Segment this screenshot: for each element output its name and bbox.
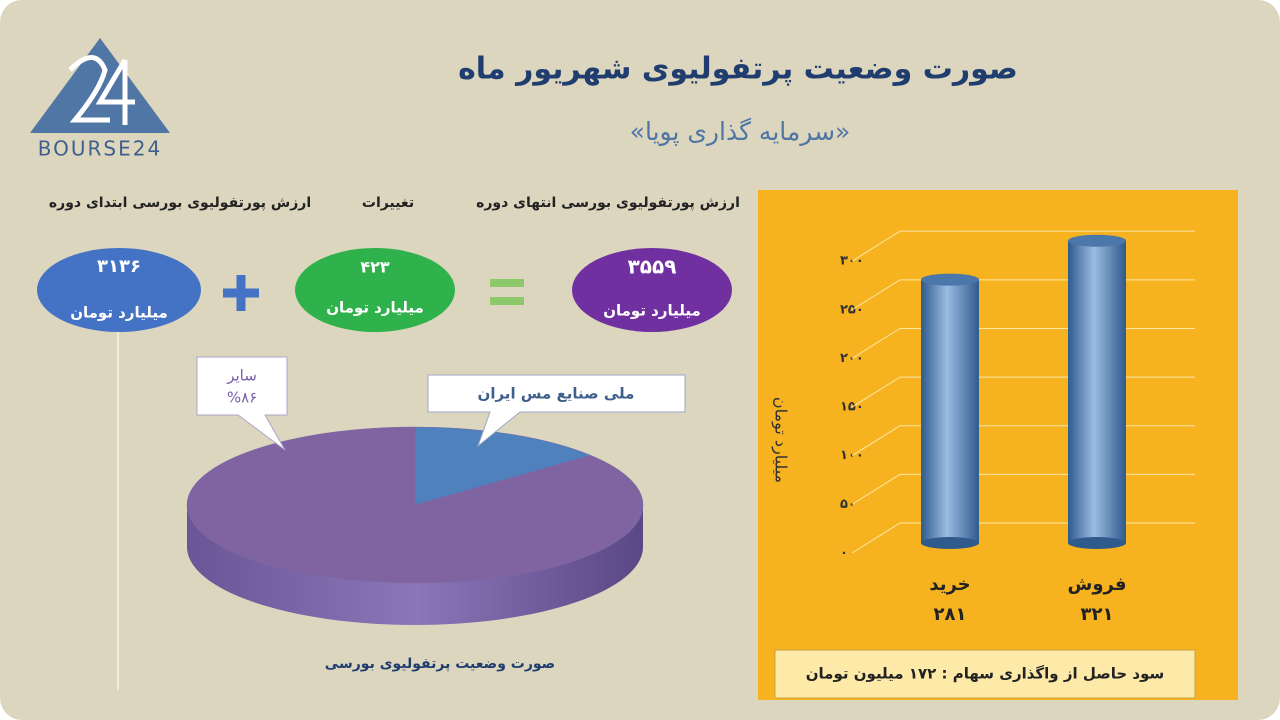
logo-text: BOURSE24 — [38, 137, 162, 161]
note: سود حاصل از واگذاری سهام : ۱۷۲ میلیون تو… — [806, 665, 1165, 683]
bar — [1068, 240, 1126, 543]
pie-title: صورت وضعیت پرتفولیوی بورسی — [325, 656, 555, 672]
summary-amount: ۴۲۳ — [360, 258, 390, 277]
bar-base — [921, 537, 979, 549]
bar-panel — [758, 190, 1238, 700]
bar — [921, 279, 979, 543]
x-tick-label: فروش — [1067, 574, 1126, 595]
summary-oval — [295, 248, 455, 332]
summary-unit: میلیارد تومان — [70, 304, 168, 322]
callout — [427, 374, 686, 448]
pie-side — [187, 505, 643, 625]
y-axis-label: میلیارد تومان — [771, 397, 791, 483]
callout — [196, 356, 288, 451]
title: صورت وضعیت پرتفولیوی شهریور ماه — [458, 52, 1018, 87]
summary-oval — [572, 248, 732, 332]
equals-sign — [490, 279, 524, 305]
logo: BOURSE24 — [30, 38, 170, 161]
pie-slice — [186, 426, 644, 584]
slice-label: سایر — [226, 367, 257, 385]
x-tick-label: خرید — [929, 574, 970, 595]
bar-cap — [1068, 234, 1126, 247]
value-label: %۸۶ — [227, 389, 257, 407]
summary-label: ارزش پورتفولیوی بورسی ابتدای دوره — [49, 195, 311, 211]
y-tick-label: ۵۰ — [840, 497, 856, 512]
summary-oval — [37, 248, 201, 332]
pie-slice — [414, 426, 592, 506]
bar-cap — [921, 273, 979, 286]
subtitle: «سرمایه گذاری پویا» — [630, 117, 851, 146]
summary-amount: ۳۱۳۶ — [97, 256, 141, 277]
y-tick-label: ۰ — [840, 546, 848, 561]
pie-chart: ملی صنایع مس ایران سایر %۸۶ صورت وضعیت پرتف… — [186, 356, 686, 672]
value-label: ۳۲۱ — [1081, 604, 1114, 625]
note-box — [774, 649, 1196, 699]
summary-amount: ۳۵۵۹ — [628, 255, 677, 279]
summary-label: ارزش پورتفولیوی بورسی انتهای دوره — [476, 195, 740, 211]
summary-unit: میلیارد تومان — [603, 302, 701, 320]
grid-line — [851, 230, 1195, 262]
plus-sign — [223, 275, 259, 311]
summary-label: تغییرات — [362, 195, 414, 211]
summary-unit: میلیارد تومان — [326, 299, 424, 317]
value-label: ۲۸۱ — [934, 604, 967, 625]
bar-base — [1068, 537, 1126, 549]
slice-label: ملی صنایع مس ایران — [478, 385, 635, 403]
